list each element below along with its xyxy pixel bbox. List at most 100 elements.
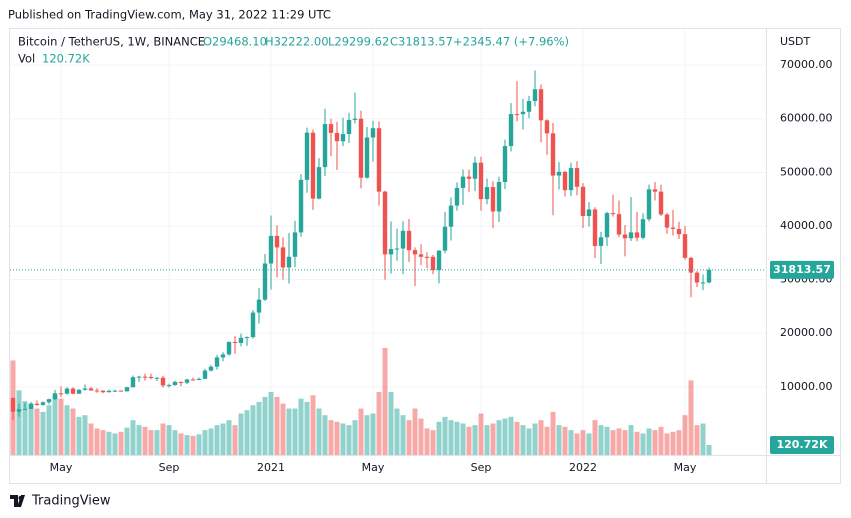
tradingview-logo: [10, 495, 25, 507]
volume-bar: [484, 425, 490, 455]
volume-bar: [88, 423, 94, 455]
candle-body: [646, 189, 652, 220]
volume-bar: [286, 408, 292, 455]
volume-bar: [610, 430, 616, 455]
candle-body: [388, 249, 394, 255]
y-tick-label: 20000.00: [780, 326, 833, 339]
candle-body: [508, 114, 514, 147]
legend-open: O29468.10: [203, 35, 267, 49]
grid: [10, 29, 766, 455]
volume-bar: [562, 426, 568, 455]
volume-bar: [274, 396, 280, 455]
volume-bar: [430, 430, 436, 455]
volume-bar: [604, 426, 610, 455]
candle-body: [340, 134, 346, 142]
volume-bar: [328, 420, 334, 455]
volume-bar: [472, 425, 478, 455]
volume-bar: [412, 408, 418, 455]
candle-body: [292, 232, 298, 257]
symbol: Bitcoin / TetherUS, 1W, BINANCE: [18, 35, 205, 49]
volume-bar: [172, 430, 178, 455]
candle-body: [688, 257, 694, 273]
legend-low: L29299.62: [328, 35, 389, 49]
candle-body: [226, 341, 232, 355]
volume-bar: [196, 434, 202, 455]
candle-body: [118, 390, 124, 392]
y-tick-label: 70000.00: [780, 58, 833, 71]
y-tick-label: 10000.00: [780, 380, 833, 393]
candle-body: [190, 379, 196, 381]
candle-body: [238, 337, 244, 343]
candle-body: [244, 337, 250, 339]
volume-bar: [628, 425, 634, 455]
candle-body: [316, 167, 322, 199]
volume-bar: [346, 425, 352, 455]
candle-body: [694, 272, 700, 283]
volume-bar: [502, 418, 508, 455]
candle-body: [100, 390, 106, 393]
volume-bar: [598, 425, 604, 455]
candle-body: [328, 124, 334, 133]
candle-body: [526, 101, 532, 112]
candle-body: [268, 235, 274, 264]
candle-body: [262, 263, 268, 300]
volume-bar: [394, 408, 400, 455]
volume-bar: [550, 411, 556, 455]
volume-bar: [190, 435, 196, 455]
volume-bar: [442, 416, 448, 455]
candle-body: [382, 191, 388, 255]
candle-body: [310, 132, 316, 199]
candle-body: [652, 189, 658, 192]
volume-bar: [676, 430, 682, 455]
volume-bar: [364, 415, 370, 455]
volume-bar: [520, 425, 526, 455]
volume-bar: [580, 430, 586, 455]
volume-bar: [244, 410, 250, 455]
candle-body: [700, 282, 706, 284]
x-tick-label: 2022: [569, 461, 597, 474]
volume-bar: [256, 401, 262, 455]
x-tick-label: May: [50, 461, 73, 474]
volume-bar: [28, 403, 34, 455]
candle-body: [232, 341, 238, 343]
candle-body: [586, 209, 592, 216]
candle-body: [472, 162, 478, 179]
volume-bar: [64, 405, 70, 455]
candle-body: [334, 132, 340, 142]
volume-bar: [556, 425, 562, 455]
volume-bar: [148, 430, 154, 455]
volume-bar: [202, 430, 208, 455]
candle-body: [634, 232, 640, 238]
volume-bar: [532, 423, 538, 455]
volume-bar: [616, 428, 622, 455]
candle-body: [64, 388, 70, 394]
volume-bar: [22, 401, 28, 455]
volume-bar: [382, 348, 388, 455]
volume-bar: [106, 431, 112, 455]
volume-bar: [388, 391, 394, 455]
candle-body: [400, 230, 406, 249]
volume-bar: [76, 416, 82, 455]
candle-body: [346, 119, 352, 135]
candle-body: [628, 232, 634, 239]
candle-body: [706, 269, 712, 283]
candle-body: [142, 376, 148, 378]
volume-tag: [770, 436, 834, 454]
candle-body: [280, 247, 286, 268]
candle-body: [148, 376, 154, 378]
candle-body: [520, 111, 526, 115]
candle-body: [580, 186, 586, 216]
volume-bar: [646, 428, 652, 455]
volume-bar: [94, 428, 100, 455]
legend-change: +2345.47 (+7.96%): [453, 35, 569, 49]
candle-body: [202, 370, 208, 379]
candle-body: [364, 137, 370, 178]
volume-bar: [16, 390, 22, 455]
volume-bar: [268, 391, 274, 455]
candle-body: [664, 214, 670, 228]
volume-bar: [136, 425, 142, 455]
volume-bar: [220, 423, 226, 455]
volume-bar: [634, 431, 640, 455]
candle-body: [52, 393, 58, 400]
